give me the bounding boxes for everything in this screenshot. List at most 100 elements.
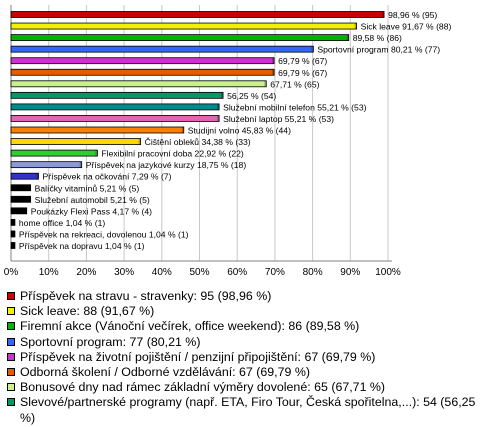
bar-cap (36, 173, 39, 180)
x-tick-label: 60% (227, 267, 247, 278)
x-tick-label: 100% (375, 267, 401, 278)
bar-cap (217, 115, 220, 122)
bar-label: Služební automobil 5,21 % (5) (35, 195, 150, 205)
legend-swatch (7, 383, 15, 392)
x-tick-label: 70% (265, 267, 285, 278)
legend-item: Slevové/partnerské programy (např. ETA, … (6, 395, 478, 425)
bar (10, 45, 314, 53)
legend-item: Firemní akce (Vánoční večírek, office we… (6, 319, 478, 334)
legend-item: Příspěvek na stravu - stravenky: 95 (98,… (6, 289, 478, 304)
legend-label: Sick leave: 88 (91,67 %) (20, 304, 155, 319)
legend-label: Příspěvek na životní pojištění / penzijn… (20, 349, 376, 364)
legend-swatch (7, 307, 15, 316)
x-tick-label: 30% (114, 267, 134, 278)
bar-label: Příspěvek na rekreaci, dovolenou 1,04 % … (19, 229, 189, 239)
legend-label: Slevové/partnerské programy (např. ETA, … (20, 395, 476, 425)
legend-item: Bonusové dny nad rámec základní výměry d… (6, 380, 478, 395)
bar (10, 195, 32, 203)
bar (10, 103, 220, 111)
bar (10, 68, 275, 76)
bar-cap (272, 69, 275, 76)
bar-label: Studijní volno 45,83 % (44) (188, 126, 291, 136)
bar-label: 56,25 % (54) (227, 91, 276, 101)
legend-item: Odborná školení / Odborné vzdělávání: 67… (6, 365, 478, 380)
bar-label: 98,96 % (95) (388, 10, 437, 20)
x-tick-label: 10% (39, 267, 59, 278)
bar-label: Flexibilní pracovní doba 22,92 % (22) (101, 149, 243, 159)
legend-swatch (7, 368, 15, 377)
legend-label: Sportovní program: 77 (80,21 %) (20, 334, 201, 349)
bar-label: Příspěvek na očkování 7,29 % (7) (42, 172, 171, 182)
bar (10, 207, 28, 215)
bar-label: 67,71 % (65) (270, 79, 319, 89)
benefits-bar-chart: 0% 10% 20% 30% 40% 50% 60% 70% 80% 90% 100% 98,96 %… (4, 5, 452, 278)
bar-label: home office 1,04 % (1) (19, 218, 105, 228)
x-tick-label: 50% (189, 267, 209, 278)
x-tick-label: 0% (4, 267, 19, 278)
x-tick-label: 80% (303, 267, 323, 278)
bar (10, 161, 83, 169)
bar-cap (12, 230, 15, 237)
bar-cap (12, 242, 15, 249)
bar-cap (264, 80, 267, 87)
bar (10, 57, 275, 65)
bar-cap (28, 184, 31, 191)
legend-label: Firemní akce (Vánoční večírek, office we… (20, 319, 360, 334)
bar-label: 69,79 % (67) (278, 56, 327, 66)
bar-label: Čištění obleků 34,38 % (33) (145, 137, 251, 147)
legend-label: Odborná školení / Odborné vzdělávání: 67… (20, 365, 310, 380)
bar (10, 218, 16, 226)
bar-cap (24, 207, 27, 214)
bar-cap (138, 138, 141, 145)
bar-label: Příspěvek na dopravu 1,04 % (1) (19, 241, 145, 251)
legend-item: Sportovní program: 77 (80,21 %) (6, 335, 478, 350)
legend-swatch (7, 398, 15, 407)
bar (10, 115, 220, 122)
legend-swatch (7, 337, 15, 346)
bar-cap (79, 161, 82, 168)
bar-label: Služební laptop 55,21 % (53) (223, 114, 334, 124)
bar-label: Balíčky vitamínů 5,21 % (5) (35, 183, 140, 193)
bar-label: 89,58 % (86) (353, 33, 402, 43)
bar (10, 34, 350, 41)
bar (10, 80, 267, 88)
bar-cap (311, 46, 314, 53)
bar (10, 172, 39, 180)
bar-cap (354, 23, 357, 30)
bar-cap (221, 92, 224, 99)
legend-item: Sick leave: 88 (91,67 %) (6, 304, 478, 319)
bar-cap (346, 34, 349, 41)
bar-label: Sick leave 91,67 % (88) (361, 22, 452, 32)
bar (10, 184, 32, 192)
legend-swatch (7, 322, 15, 331)
legend-swatch (7, 292, 15, 300)
bar-label: 69,79 % (67) (278, 68, 327, 78)
legend-label: Bonusové dny nad rámec základní výměry d… (20, 380, 386, 395)
bar (10, 126, 185, 134)
bar (10, 91, 224, 99)
legend-item: Příspěvek na životní pojištění / penzijn… (6, 350, 478, 365)
bar-label: Příspěvek na jazykové kurzy 18,75 % (18) (86, 160, 247, 170)
legend-label: Příspěvek na stravu - stravenky: 95 (98,… (20, 289, 272, 303)
bar (10, 11, 385, 18)
bar (10, 149, 98, 157)
bar-cap (181, 127, 184, 133)
x-tick-label: 40% (152, 267, 172, 278)
bar-cap (382, 11, 385, 18)
bar (10, 230, 16, 238)
bar-cap (28, 196, 31, 203)
bar-cap (217, 103, 220, 110)
bar-cap (272, 57, 275, 64)
x-tick-label: 90% (340, 267, 360, 278)
bar (10, 242, 16, 249)
bar-cap (12, 219, 15, 226)
bar-label: Služební mobilní telefon 55,21 % (53) (223, 102, 366, 112)
bar-label: Poukázky Flexi Pass 4,17 % (4) (31, 206, 152, 216)
bar-cap (95, 150, 98, 157)
x-tick-label: 20% (76, 267, 96, 278)
legend-swatch (7, 352, 15, 361)
bar (10, 22, 357, 30)
chart-legend: Příspěvek na stravu - stravenky: 95 (98,… (6, 289, 478, 427)
bar-label: Sportovní program 80,21 % (77) (317, 45, 440, 55)
bar (10, 138, 142, 145)
